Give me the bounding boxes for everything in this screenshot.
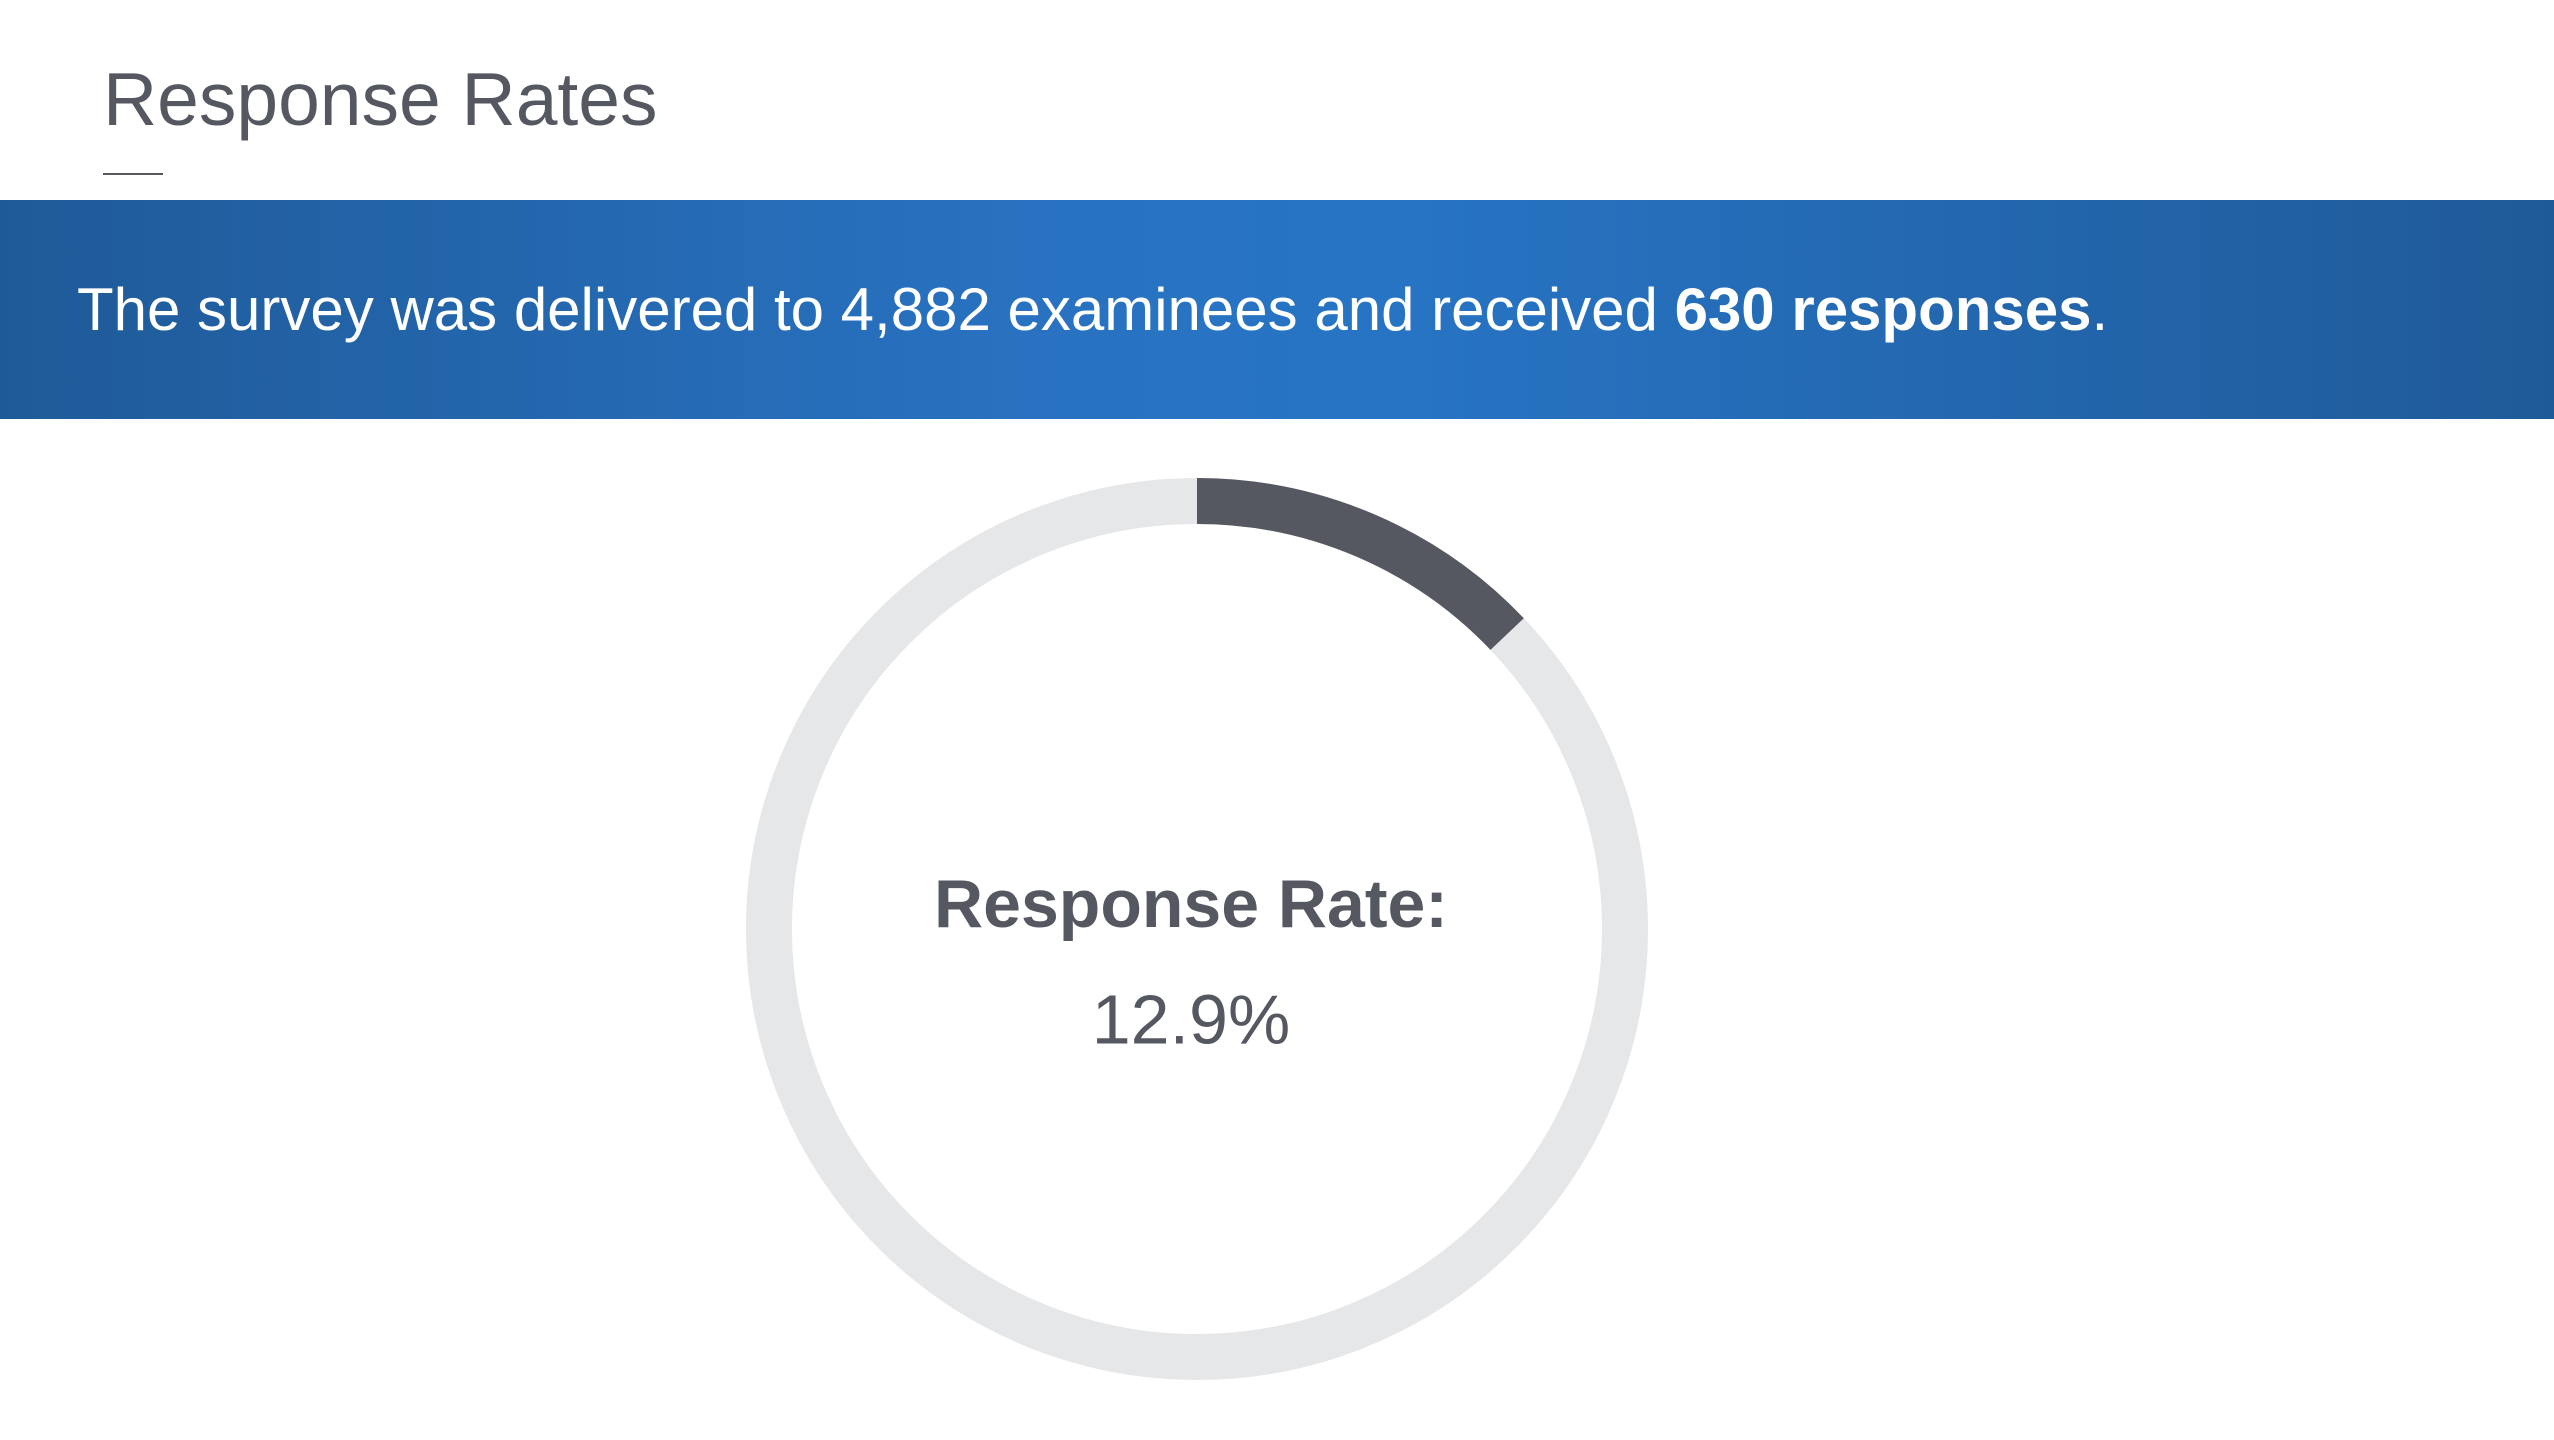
slide-title: Response Rates	[103, 57, 658, 141]
banner-text: The survey was delivered to 4,882 examin…	[77, 275, 2108, 344]
banner-text-part: The survey was delivered to 4,882 examin…	[77, 276, 1675, 343]
banner-text-part: .	[2091, 276, 2109, 343]
donut-value: 12.9%	[1092, 980, 1290, 1058]
title-rule	[103, 173, 163, 175]
donut-arc	[1196, 478, 1524, 650]
banner: The survey was delivered to 4,882 examin…	[0, 200, 2554, 419]
donut-label: Response Rate:	[934, 866, 1448, 942]
banner-highlight: 630 responses	[1674, 276, 2092, 343]
chart: 12.9% Response Rate:	[746, 478, 1648, 1380]
